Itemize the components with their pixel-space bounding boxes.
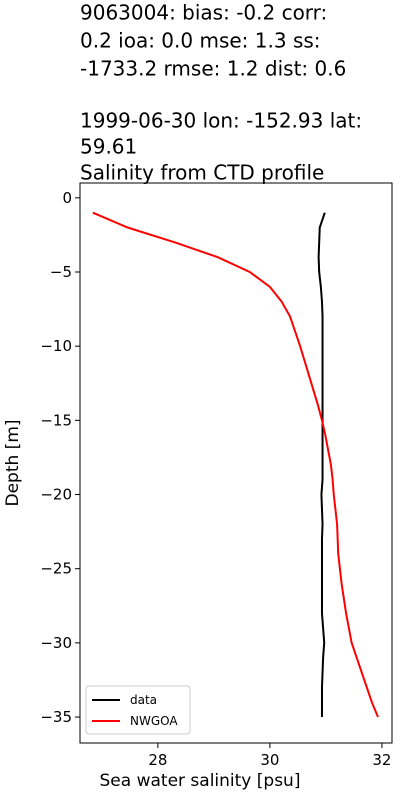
- y-tick-label: −25: [40, 560, 72, 578]
- plot-frame: [79, 182, 393, 744]
- x-axis-label: Sea water salinity [psu]: [100, 771, 301, 791]
- y-tick-label: −35: [40, 708, 72, 726]
- legend-label: data: [130, 693, 157, 707]
- y-axis-label: Depth [m]: [3, 419, 23, 506]
- title-line: 1999-06-30 lon: -152.93 lat:: [80, 109, 362, 133]
- x-tick-label: 32: [372, 751, 391, 769]
- x-tick-label: 28: [148, 751, 167, 769]
- series-line: [317, 212, 326, 718]
- y-tick-label: −20: [40, 486, 72, 504]
- series-line: [92, 211, 379, 718]
- y-tick-label: −30: [40, 634, 72, 652]
- y-tick-label: −10: [40, 337, 72, 355]
- x-tick-label: 30: [260, 751, 279, 769]
- y-tick-label: −5: [50, 263, 72, 281]
- title-line: -1733.2 rmse: 1.2 dist: 0.6: [80, 57, 346, 81]
- title-line: Salinity from CTD profile: [80, 161, 324, 185]
- y-tick-label: 0: [62, 189, 72, 207]
- legend-label: NWGOA: [130, 714, 178, 728]
- title-line: 0.2 ioa: 0.0 mse: 1.3 ss:: [80, 29, 321, 53]
- y-tick-label: −15: [40, 411, 72, 429]
- title-line: 9063004: bias: -0.2 corr:: [80, 1, 327, 25]
- title-line: 59.61: [80, 135, 137, 159]
